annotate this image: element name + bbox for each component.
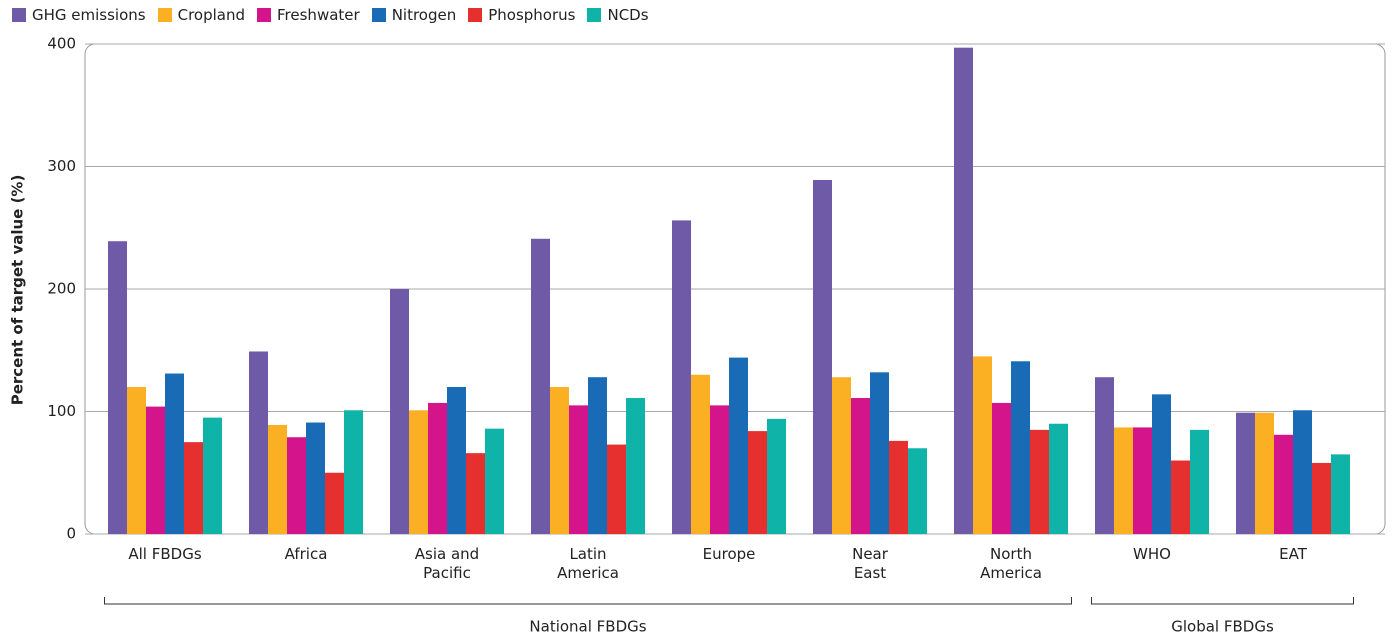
bar	[344, 410, 363, 534]
bar	[203, 417, 222, 534]
bar	[1114, 427, 1133, 534]
legend-swatch	[587, 8, 602, 22]
bar	[870, 372, 889, 534]
bar	[1171, 460, 1190, 534]
bar	[485, 428, 504, 534]
bar	[710, 405, 729, 534]
bar	[973, 356, 992, 534]
legend-item: Cropland	[157, 6, 246, 24]
bar	[1152, 394, 1171, 534]
legend-label: GHG emissions	[32, 6, 146, 24]
bar	[287, 437, 306, 534]
bar	[390, 289, 409, 534]
group-label: Global FBDGs	[1171, 618, 1274, 636]
bar	[1011, 361, 1030, 534]
bar	[531, 238, 550, 534]
x-tick-label: WHO	[1133, 545, 1171, 563]
bar	[184, 442, 203, 534]
bar	[889, 440, 908, 534]
group-bracket	[1091, 597, 1354, 605]
bar	[1274, 434, 1293, 534]
bar	[165, 373, 184, 534]
legend-swatch	[157, 8, 172, 22]
y-tick-label: 200	[47, 280, 76, 298]
legend-swatch	[257, 8, 272, 22]
x-tick-label: Latin America	[557, 545, 619, 582]
bar	[146, 406, 165, 534]
bar	[1190, 429, 1209, 534]
bar	[767, 418, 786, 534]
bar	[268, 424, 287, 534]
bar	[569, 405, 588, 534]
y-tick-label: 400	[47, 35, 76, 53]
bar	[729, 357, 748, 534]
bar	[428, 402, 447, 534]
bar	[1255, 412, 1274, 534]
bar	[1331, 454, 1350, 534]
bar	[954, 47, 973, 535]
bar	[832, 377, 851, 534]
bar	[626, 398, 645, 534]
group-label: National FBDGs	[529, 618, 646, 636]
bar	[306, 422, 325, 534]
bar	[325, 472, 344, 534]
legend-item: NCDs	[587, 6, 649, 24]
x-tick-label: Asia and Pacific	[414, 545, 480, 582]
bar	[588, 377, 607, 534]
x-tick-label: EAT	[1279, 545, 1307, 563]
y-axis-label: Percent of target value (%)	[9, 175, 27, 406]
bar	[1049, 423, 1068, 534]
legend-label: NCDs	[607, 6, 649, 24]
legend: GHG emissions Cropland Freshwater Nitrogen P…	[12, 6, 649, 24]
legend-item: Phosphorus	[468, 6, 575, 24]
bar	[851, 398, 870, 534]
legend-swatch	[12, 8, 26, 22]
legend-swatch	[371, 8, 386, 22]
bar	[409, 410, 428, 534]
bar	[108, 241, 127, 534]
y-tick-label: 0	[66, 525, 76, 543]
x-tick-label: Europe	[702, 545, 756, 563]
legend-label: Nitrogen	[391, 6, 457, 24]
bar	[1312, 462, 1331, 534]
bar	[1236, 412, 1255, 534]
bar	[127, 387, 146, 534]
bar	[908, 448, 927, 534]
bar	[447, 387, 466, 534]
legend-swatch	[468, 8, 483, 22]
legend-item: GHG emissions	[12, 6, 146, 24]
bar	[992, 402, 1011, 534]
bar	[1133, 427, 1152, 534]
y-tick-label: 300	[47, 157, 76, 175]
x-tick-label: Near East	[852, 545, 888, 582]
legend-label: Cropland	[177, 6, 246, 24]
bar	[1030, 429, 1049, 534]
legend-item: Nitrogen	[371, 6, 457, 24]
y-tick-label: 100	[47, 402, 76, 420]
x-tick-label: All FBDGs	[128, 545, 202, 563]
bar	[550, 387, 569, 534]
bar	[249, 351, 268, 534]
x-tick-label: Africa	[284, 545, 328, 563]
bar	[672, 220, 691, 534]
bar	[813, 179, 832, 534]
bar	[607, 444, 626, 534]
bar	[466, 453, 485, 534]
bar	[1293, 410, 1312, 534]
x-tick-label: North America	[980, 545, 1042, 582]
group-bracket	[104, 597, 1072, 605]
legend-label: Phosphorus	[488, 6, 576, 24]
bar	[748, 431, 767, 534]
legend-item: Freshwater	[257, 6, 360, 24]
bar	[691, 374, 710, 534]
legend-label: Freshwater	[277, 6, 360, 24]
bar	[1095, 377, 1114, 534]
